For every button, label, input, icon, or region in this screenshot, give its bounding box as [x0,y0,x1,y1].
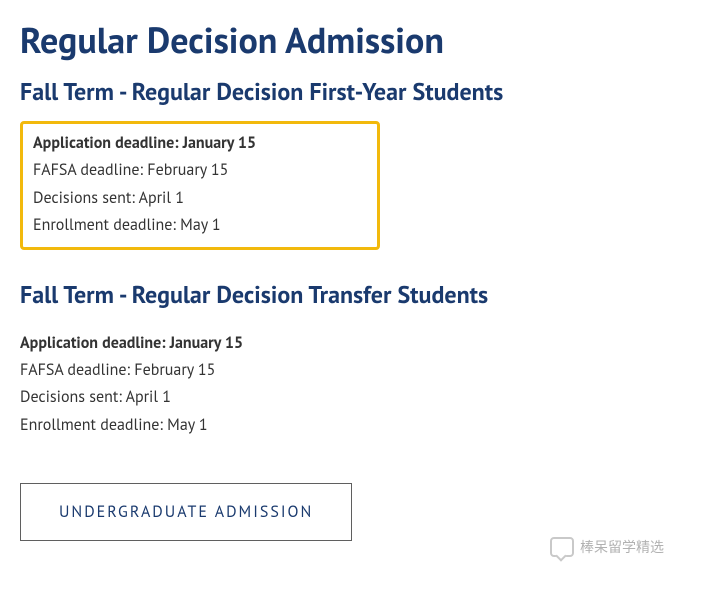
deadline-row: FAFSA deadline: February 15 [20,357,682,384]
deadline-label: FAFSA deadline: [20,360,130,380]
deadline-label: Decisions sent: [20,387,122,407]
deadline-value: January 15 [170,333,243,353]
watermark: 棒呆留学精选 [550,537,664,557]
deadline-row: Enrollment deadline: May 1 [20,412,682,439]
deadline-row: Decisions sent: April 1 [33,185,367,212]
watermark-text: 棒呆留学精选 [580,537,664,557]
deadline-label: Enrollment deadline: [33,215,176,235]
deadline-label: Decisions sent: [33,188,135,208]
deadline-value: April 1 [126,387,171,407]
deadline-value: May 1 [167,415,207,435]
undergraduate-admission-button[interactable]: UNDERGRADUATE ADMISSION [20,483,352,541]
deadline-value: May 1 [180,215,220,235]
deadline-box-transfer: Application deadline: January 15 FAFSA d… [20,324,682,447]
deadline-box-first-year: Application deadline: January 15 FAFSA d… [20,121,380,250]
deadline-row: Decisions sent: April 1 [20,384,682,411]
deadline-label: Application deadline: [33,133,179,153]
deadline-value: February 15 [134,360,215,380]
deadline-value: April 1 [139,188,184,208]
deadline-row: Enrollment deadline: May 1 [33,212,367,239]
deadline-label: FAFSA deadline: [33,160,143,180]
wechat-icon [550,537,574,557]
deadline-value: January 15 [183,133,256,153]
deadline-row: Application deadline: January 15 [33,130,367,157]
page-title: Regular Decision Admission [20,18,682,61]
deadline-label: Enrollment deadline: [20,415,163,435]
section-heading-first-year: Fall Term - Regular Decision First-Year … [20,77,682,107]
section-heading-transfer: Fall Term - Regular Decision Transfer St… [20,280,682,310]
deadline-label: Application deadline: [20,333,166,353]
deadline-value: February 15 [147,160,228,180]
deadline-row: FAFSA deadline: February 15 [33,157,367,184]
deadline-row: Application deadline: January 15 [20,330,682,357]
